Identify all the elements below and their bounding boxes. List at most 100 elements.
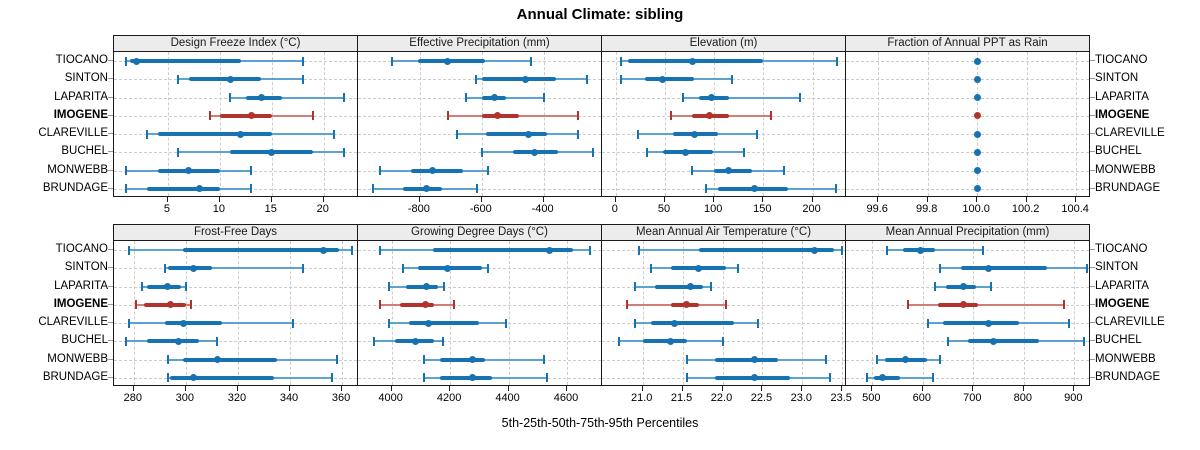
y-tick (108, 96, 113, 98)
panel-title: Effective Precipitation (mm) (409, 36, 550, 49)
gridline-h (846, 97, 1089, 99)
y-tick (1090, 358, 1095, 360)
x-tick (811, 197, 813, 202)
whisker-cap-left (455, 129, 458, 139)
whisker-cap-right (982, 245, 985, 255)
y-tick (108, 187, 113, 189)
median-dot (424, 319, 432, 327)
whisker-cap-right (1068, 318, 1071, 328)
whisker-cap-right (504, 318, 507, 328)
x-tick-label: 320 (227, 392, 247, 404)
median-dot (725, 167, 733, 175)
x-tick (801, 386, 803, 391)
station-label-right: MONWEBB (1095, 352, 1156, 365)
whisker-cap-left (619, 56, 622, 66)
panel-title: Growing Degree Days (°C) (411, 225, 548, 238)
gridline-v (842, 241, 844, 385)
x-tick (681, 386, 683, 391)
gridline-v (878, 52, 880, 196)
x-tick-label: 15 (264, 203, 277, 215)
whisker-cap-right (1085, 263, 1088, 273)
iqr-bar (439, 375, 493, 380)
x-tick (762, 197, 764, 202)
gridline-h (358, 304, 601, 306)
iqr-bar (165, 321, 223, 326)
x-tick-label: 22.0 (710, 392, 733, 404)
median-dot (973, 94, 981, 102)
gridline-v (714, 52, 716, 196)
x-tick-label: 20 (316, 203, 329, 215)
whisker-cap-right (737, 263, 740, 273)
x-tick (976, 197, 978, 202)
gridline-h (602, 286, 845, 288)
whisker-cap-right (250, 166, 253, 176)
median-dot (320, 246, 328, 254)
station-label-right: IMOGENE (1095, 297, 1150, 310)
whisker-cap-left (685, 373, 688, 383)
whisker-cap-right (725, 300, 728, 310)
iqr-bar (167, 266, 212, 271)
iqr-bar (968, 339, 1039, 344)
x-tick (761, 386, 763, 391)
y-tick (1090, 376, 1095, 378)
iqr-bar (645, 77, 695, 82)
gridline-v (1074, 241, 1076, 385)
median-dot (689, 57, 697, 65)
median-dot (226, 75, 234, 83)
gridline-v (763, 52, 765, 196)
x-tick (972, 386, 974, 391)
iqr-bar (188, 77, 262, 82)
median-dot (916, 246, 924, 254)
chart-title: Annual Climate: sibling (516, 6, 684, 23)
whisker-line (887, 249, 984, 252)
x-tick-label: 23.5 (830, 392, 852, 404)
whisker-cap-left (669, 111, 672, 121)
y-tick (1090, 151, 1095, 153)
panel-strip: Growing Degree Days (°C) (357, 224, 602, 241)
station-label-left: TIOCANO (55, 54, 108, 67)
gridline-h (846, 377, 1089, 379)
whisker-cap-right (756, 129, 759, 139)
station-label-left: IMOGENE (53, 108, 108, 121)
whisker-cap-right (330, 373, 333, 383)
iqr-bar (147, 186, 220, 191)
station-label-left: SINTON (64, 261, 108, 274)
iqr-bar (418, 59, 485, 64)
x-tick-label: 100.4 (1061, 203, 1089, 215)
x-tick-label: 300 (175, 392, 195, 404)
whisker-cap-right (589, 245, 592, 255)
station-label-left: LAPARITA (54, 90, 108, 103)
station-label-right: BUCHEL (1095, 145, 1142, 158)
whisker-cap-left (177, 74, 180, 84)
x-tick-label: 280 (123, 392, 142, 404)
whisker-cap-left (387, 318, 390, 328)
median-dot (959, 283, 967, 291)
median-dot (973, 185, 981, 193)
x-tick (871, 386, 873, 391)
x-tick (721, 386, 723, 391)
median-dot (984, 264, 992, 272)
whisker-cap-right (798, 93, 801, 103)
y-tick (108, 322, 113, 324)
whisker-cap-right (312, 111, 315, 121)
station-label-right: BRUNDAGE (1095, 370, 1161, 383)
gridline-v (682, 241, 684, 385)
x-tick-label: 4600 (553, 392, 579, 404)
gridline-h (602, 341, 845, 343)
median-dot (247, 112, 255, 120)
y-tick (1090, 303, 1095, 305)
station-label-right: BRUNDAGE (1095, 181, 1161, 194)
median-dot (257, 94, 265, 102)
x-tick (480, 197, 482, 202)
x-tick-label: 700 (963, 392, 982, 404)
gridline-h (846, 170, 1089, 172)
whisker-cap-right (1083, 336, 1086, 346)
x-tick-label: -800 (407, 203, 430, 215)
x-tick-label: 23.0 (790, 392, 813, 404)
y-tick (1090, 114, 1095, 116)
y-tick (108, 151, 113, 153)
iqr-bar (942, 321, 1019, 326)
iqr-bar (146, 339, 199, 344)
whisker-line (165, 267, 303, 270)
